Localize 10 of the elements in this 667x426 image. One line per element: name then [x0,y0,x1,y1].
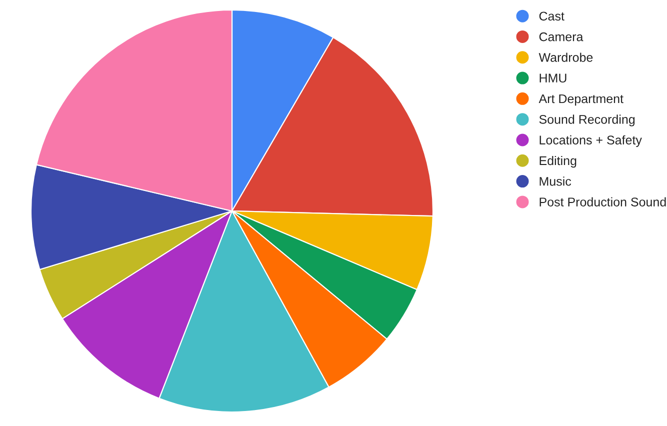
legend-label: Editing [540,156,576,168]
legend-label: Locations + Safety [540,135,642,147]
legend-label: HMU [540,74,566,83]
legend-label: Camera [539,32,584,42]
legend-label: Sound Recording [539,114,635,126]
legend-label: Music [540,176,572,186]
legend-label: Wardrobe [538,52,593,62]
legend-label: Cast [539,12,564,21]
legend-label: Art Department [538,94,624,106]
legend-label: Post Production Sound [540,197,666,206]
